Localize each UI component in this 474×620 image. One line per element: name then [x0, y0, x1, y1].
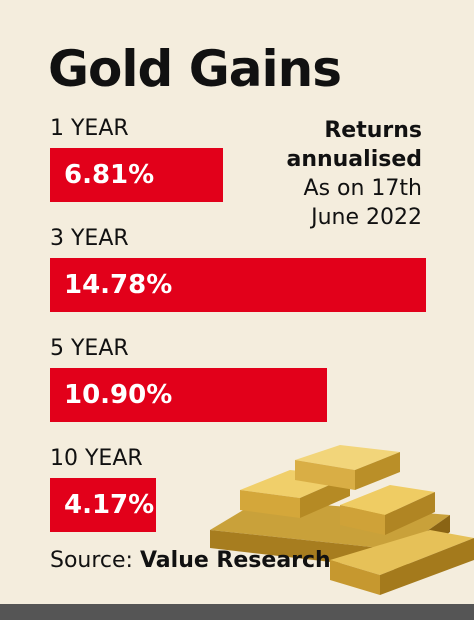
value-label: 6.81% [64, 160, 155, 190]
note-title: Returns annualised [286, 118, 422, 172]
note: Returns annualised As on 17th June 2022 [262, 116, 422, 232]
note-text: As on 17th June 2022 [303, 176, 422, 230]
source-label: Source: [50, 548, 133, 573]
bar: 6.81% [50, 148, 224, 202]
value-label: 14.78% [64, 270, 173, 300]
bar: 10.90% [50, 368, 328, 422]
source: Source: Value Research [50, 548, 331, 573]
value-label: 4.17% [64, 490, 155, 520]
category-label: 3 YEAR [50, 226, 129, 251]
chart-title: Gold Gains [48, 40, 342, 98]
bottom-strip [0, 604, 474, 620]
category-label: 10 YEAR [50, 446, 143, 471]
gold-bars-illustration [210, 445, 474, 595]
category-label: 5 YEAR [50, 336, 129, 361]
bar: 14.78% [50, 258, 426, 312]
category-label: 1 YEAR [50, 116, 129, 141]
bar: 4.17% [50, 478, 157, 532]
value-label: 10.90% [64, 380, 173, 410]
source-name: Value Research [139, 548, 331, 573]
